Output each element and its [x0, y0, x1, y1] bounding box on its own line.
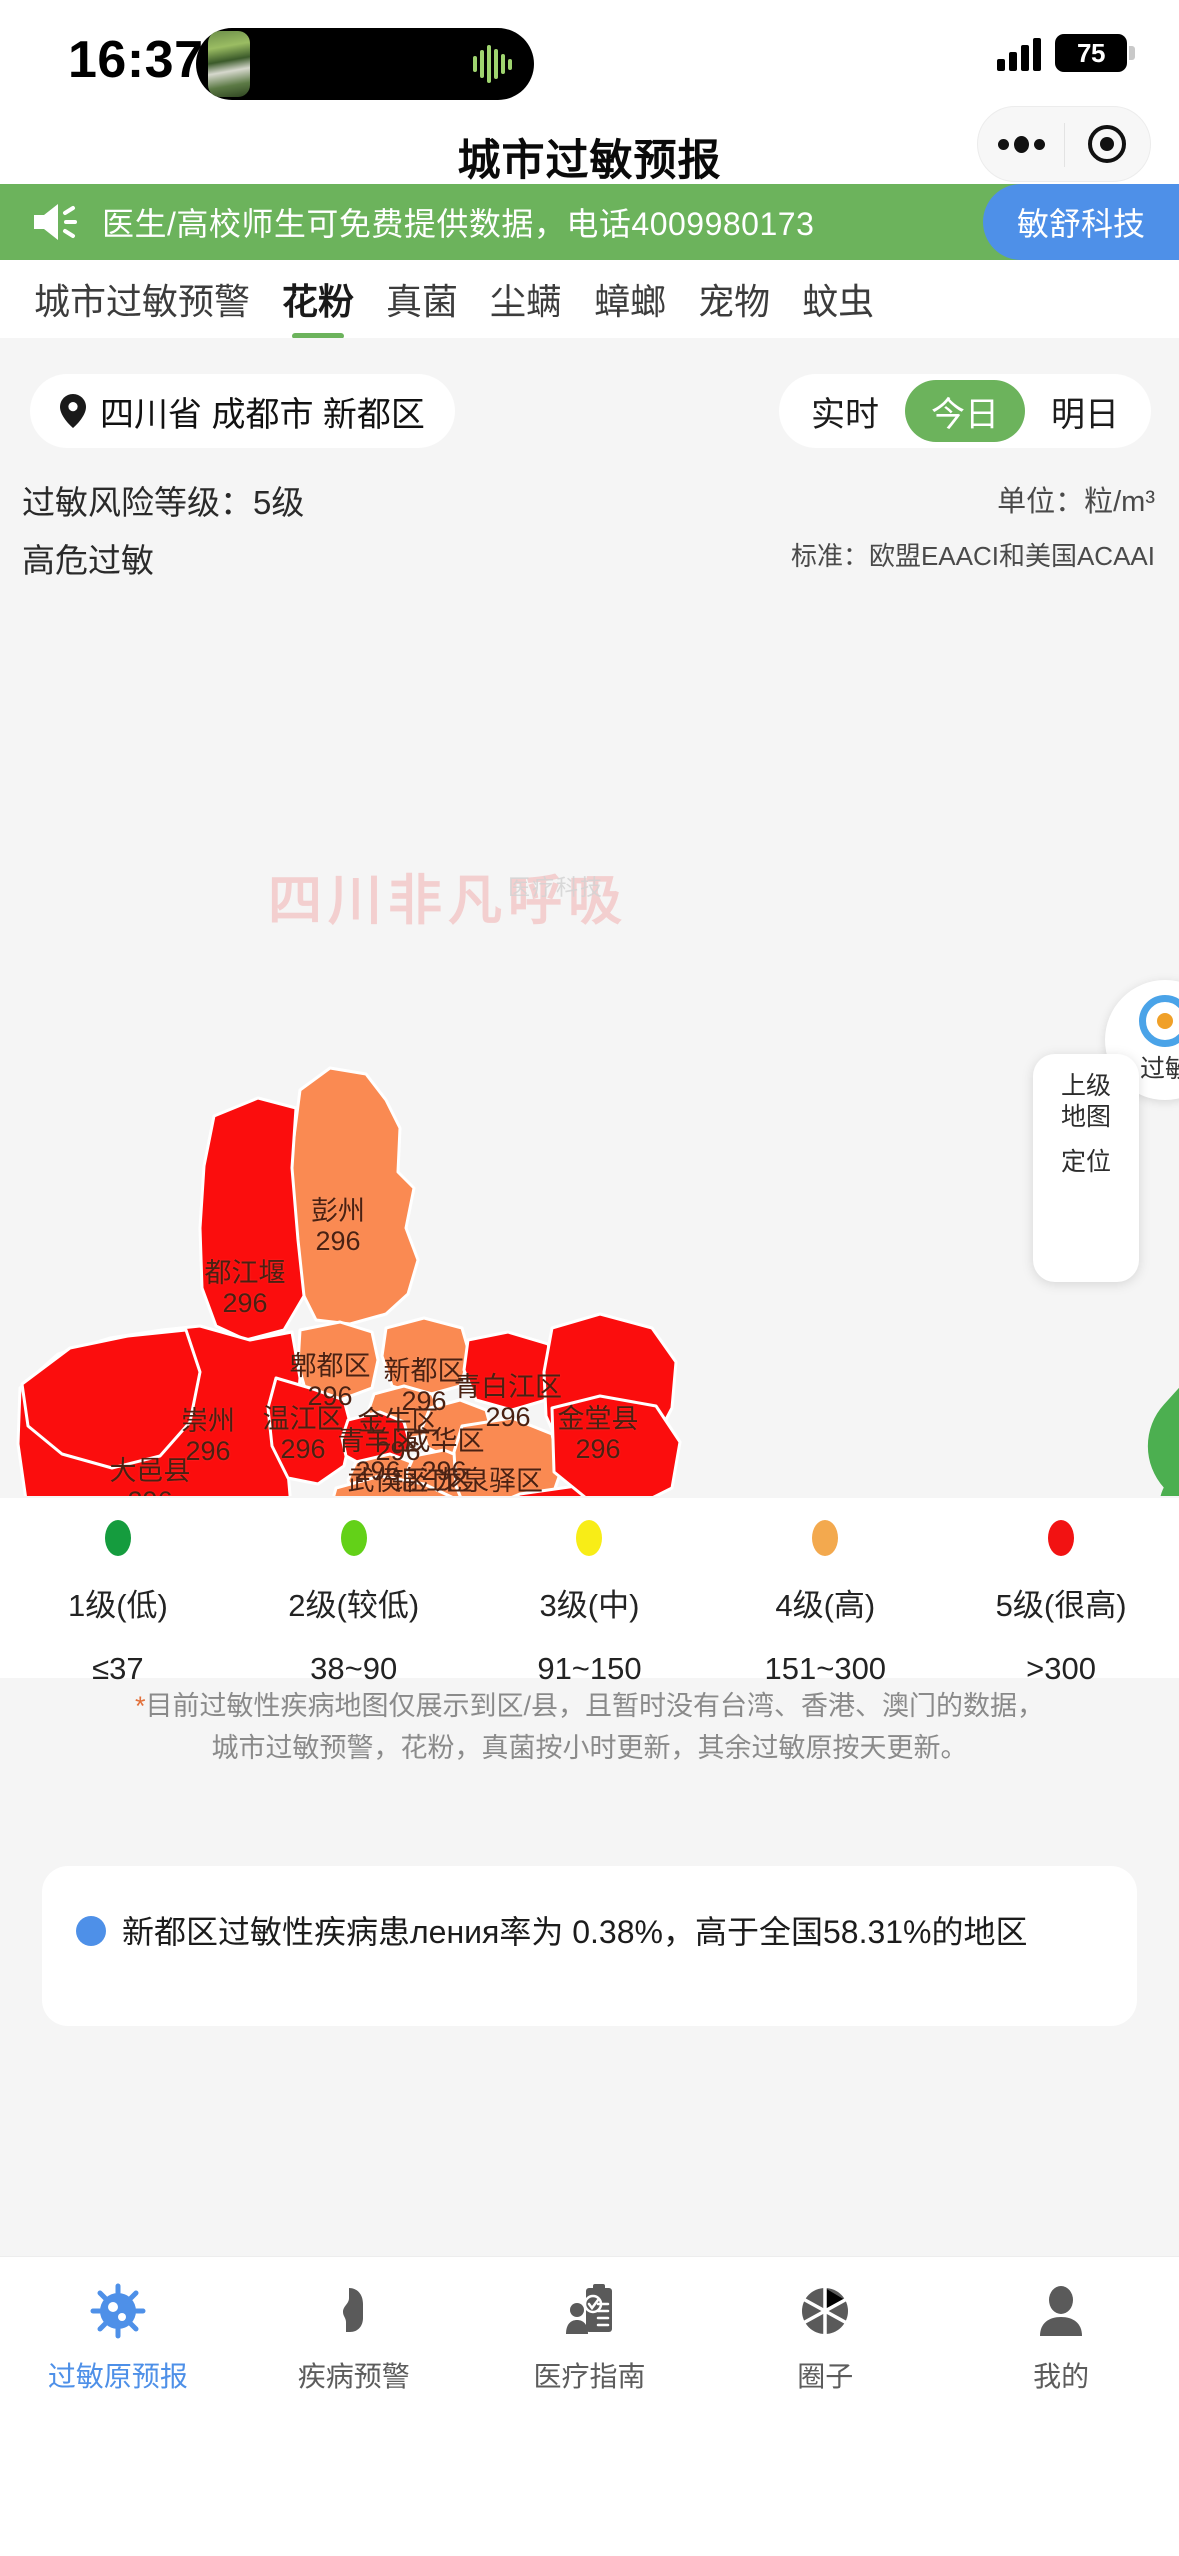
allergy-float-label: 过敏 — [1139, 1055, 1179, 1083]
megaphone-icon — [32, 201, 80, 243]
notice-banner: 医生/高校师生可免费提供数据，电话4009980173 敏舒科技 — [0, 184, 1179, 260]
allergy-target-icon — [1139, 995, 1179, 1047]
signal-bars-icon — [997, 35, 1041, 71]
pollen-virus-icon — [86, 2279, 150, 2343]
banner-brand-button[interactable]: 敏舒科技 — [983, 184, 1179, 260]
more-button[interactable] — [978, 107, 1064, 181]
legend-item-2: 2级(较低) 38~90 — [236, 1498, 472, 1687]
banner-text: 医生/高校师生可免费提供数据，电话4009980173 — [102, 206, 815, 242]
tabbar-label: 疾病预警 — [297, 2361, 410, 2392]
tabbar-item-disease-alert[interactable]: 疾病预警 — [236, 2279, 472, 2395]
person-icon — [1029, 2279, 1093, 2343]
battery-icon: 75 — [1055, 34, 1135, 72]
tab-pollen[interactable]: 花粉 — [266, 273, 370, 325]
legend-item-4: 4级(高) 151~300 — [707, 1498, 943, 1687]
legend-item-3: 3级(中) 91~150 — [472, 1498, 708, 1687]
battery-percent: 75 — [1077, 37, 1105, 68]
tab-mosquito[interactable]: 蚊虫 — [802, 281, 875, 322]
footnote-line-1: 目前过敏性疾病地图仅展示到区/县，且暂时没有台湾、香港、澳门的数据， — [145, 1691, 1045, 1721]
legend: 1级(低) ≤37 2级(较低) 38~90 3级(中) 91~150 4级(高… — [0, 1498, 1179, 1686]
close-button[interactable] — [1064, 107, 1150, 181]
risk-level: 过敏风险等级：5级 — [22, 484, 305, 521]
legend-label: 1级(低) — [67, 1588, 168, 1623]
back-to-parent-map-button[interactable]: 上级 地图 — [1060, 1070, 1179, 1496]
legend-label: 5级(很高) — [995, 1588, 1127, 1623]
legend-item-5: 5级(很高) >300 — [943, 1498, 1179, 1687]
tabbar-label: 医疗指南 — [533, 2361, 646, 2392]
legend-range: >300 — [1026, 1651, 1096, 1686]
locate-button[interactable]: 定位 — [1060, 1146, 1179, 1496]
content-area: 四川省 成都市 新都区 实时 今日 明日 过敏风险等级：5级 高危过敏 单位：粒… — [0, 338, 1179, 2256]
unit-label: 单位：粒/m³ — [997, 486, 1155, 518]
bottom-tabbar: 过敏原预报 疾病预警 — [0, 2256, 1179, 2556]
standard-label: 标准：欧盟EAACI和美国ACAAI — [790, 541, 1155, 571]
legend-dots-row: 1级(低) ≤37 2级(较低) 38~90 3级(中) 91~150 4级(高… — [0, 1498, 1179, 1687]
navbar: 城市过敏预报 — [0, 106, 1179, 185]
legend-range: 151~300 — [764, 1651, 887, 1686]
segment-today[interactable]: 今日 — [905, 380, 1025, 442]
category-tabs: 城市过敏预警 花粉 真菌 尘螨 蟑螂 宠物 蚊虫 — [0, 260, 1179, 338]
disease-rate-text: 新都区过敏性疾病患ления率为 0.38%，高于全国58.31%的地区 — [122, 1914, 1028, 1950]
segment-tomorrow[interactable]: 明日 — [1051, 395, 1119, 434]
legend-label: 2级(较低) — [288, 1588, 420, 1623]
legend-dot-icon — [104, 1520, 131, 1556]
back-label-line2: 地图 — [1060, 1102, 1111, 1131]
tabbar-item-medical-guide[interactable]: 医疗指南 — [472, 2279, 708, 2395]
segment-realtime[interactable]: 实时 — [811, 395, 879, 434]
location-chip[interactable]: 四川省 成都市 新都区 — [30, 374, 455, 448]
legend-item-1: 1级(低) ≤37 — [0, 1498, 236, 1687]
location-pin-icon — [60, 394, 86, 428]
legend-range: 91~150 — [537, 1651, 642, 1686]
page-title: 城市过敏预报 — [457, 137, 722, 185]
legend-label: 3级(中) — [539, 1588, 640, 1623]
tabbar-item-community[interactable]: 圈子 — [707, 2279, 943, 2395]
footnote-line-2: 城市过敏预警，花粉，真菌按小时更新，其余过敏原按天更新。 — [211, 1732, 968, 1763]
legend-dot-icon — [812, 1520, 839, 1556]
locate-label: 定位 — [1060, 1147, 1111, 1176]
nose-icon — [322, 2279, 386, 2343]
tabbar-item-profile[interactable]: 我的 — [943, 2279, 1179, 2395]
legend-label: 4级(高) — [775, 1588, 876, 1623]
target-circle-icon — [1088, 125, 1126, 163]
tabbar-label: 我的 — [1033, 2361, 1090, 2392]
map-controls: 上级 地图 定位 — [1033, 1054, 1179, 1496]
clipboard-doctor-icon — [557, 2279, 621, 2343]
aperture-icon — [793, 2279, 857, 2343]
time-segment-control: 实时 今日 明日 — [779, 374, 1151, 448]
media-thumbnail-icon — [208, 31, 250, 97]
back-label-line1: 上级 — [1060, 1072, 1111, 1100]
footnote: *目前过敏性疾病地图仅展示到区/县，且暂时没有台湾、香港、澳门的数据， 城市过敏… — [0, 1686, 1179, 1770]
disease-rate-card[interactable]: 新都区过敏性疾病患ления率为 0.38%，高于全国58.31%的地区 — [42, 1866, 1137, 2026]
info-bullet-icon — [76, 1916, 106, 1946]
legend-dot-icon — [1048, 1520, 1075, 1556]
legend-dot-icon — [576, 1520, 603, 1556]
tab-pet[interactable]: 宠物 — [698, 281, 771, 322]
footnote-star: * — [134, 1691, 146, 1721]
status-right-group: 75 — [997, 34, 1135, 72]
tabbar-label: 过敏原预报 — [47, 2361, 188, 2392]
tab-city-alert[interactable]: 城市过敏预警 — [34, 281, 251, 322]
audio-waveform-icon — [473, 44, 512, 84]
capsule-divider — [1064, 123, 1065, 167]
legend-range: ≤37 — [92, 1651, 144, 1686]
location-text: 四川省 成都市 新都区 — [100, 395, 425, 434]
status-time: 16:37 — [68, 31, 204, 89]
tab-dustmite[interactable]: 尘螨 — [490, 281, 563, 322]
status-bar: 16:37 75 — [0, 0, 1179, 118]
tab-fungus[interactable]: 真菌 — [386, 281, 459, 322]
more-dots-icon — [997, 135, 1045, 153]
map-svg — [16, 1066, 682, 1496]
legend-range: 38~90 — [310, 1651, 398, 1686]
tab-cockroach[interactable]: 蟑螂 — [594, 281, 667, 322]
miniprogram-capsule — [977, 106, 1151, 182]
legend-dot-icon — [340, 1520, 367, 1556]
tabbar-label: 圈子 — [797, 2361, 854, 2392]
dynamic-island[interactable] — [196, 28, 534, 100]
tabbar-item-allergen-forecast[interactable]: 过敏原预报 — [0, 2279, 236, 2395]
risk-description: 高危过敏 — [22, 542, 154, 579]
